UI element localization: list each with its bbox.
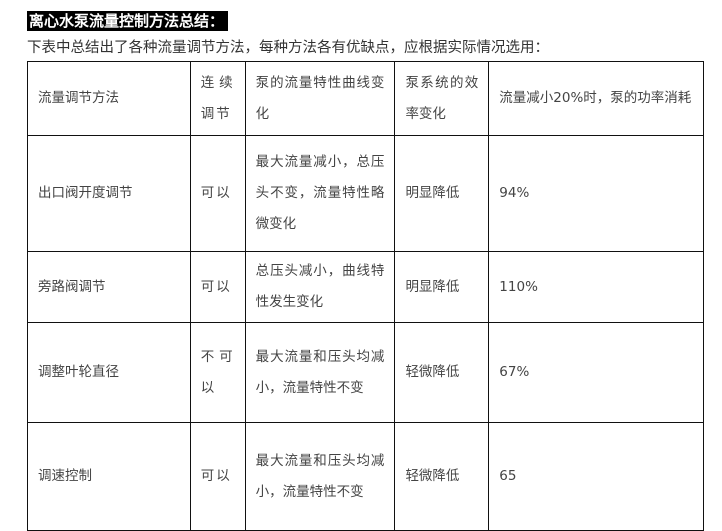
table-cell: 最大流量和压头均减小，流量特性不变 bbox=[244, 322, 396, 423]
table-cell: 轻微降低 bbox=[394, 422, 490, 531]
header-cell: 流量减小20%时，泵的功率消耗 bbox=[488, 61, 704, 136]
table-row: 旁路阀调节 可以 总压头减小，曲线特性发生变化 明显降低 110% bbox=[27, 251, 704, 323]
table-row: 调整叶轮直径 不可以 最大流量和压头均减小，流量特性不变 轻微降低 67% bbox=[27, 322, 704, 423]
table-cell: 可以 bbox=[189, 422, 246, 531]
table-cell: 总压头减小，曲线特性发生变化 bbox=[244, 251, 396, 323]
table-cell: 可以 bbox=[189, 251, 246, 323]
table-cell: 65 bbox=[488, 422, 704, 531]
table-cell: 最大流量减小，总压头不变，流量特性略微变化 bbox=[244, 135, 396, 252]
intro-text: 下表中总结出了各种流量调节方法，每种方法各有优缺点，应根据实际情况选用： bbox=[27, 40, 549, 56]
table-cell: 明显降低 bbox=[394, 135, 490, 252]
table-cell: 67% bbox=[488, 322, 704, 423]
table-row: 出口阀开度调节 可以 最大流量减小，总压头不变，流量特性略微变化 明显降低 94… bbox=[27, 135, 704, 252]
table-cell: 110% bbox=[488, 251, 704, 323]
table-cell: 出口阀开度调节 bbox=[27, 135, 191, 252]
flow-control-table: 流量调节方法 连续调节 泵的流量特性曲线变化 泵系统的效率变化 流量减小20%时… bbox=[27, 61, 704, 531]
table-cell: 不可以 bbox=[189, 322, 246, 423]
table-cell: 94% bbox=[488, 135, 704, 252]
table-cell: 轻微降低 bbox=[394, 322, 490, 423]
header-cell: 泵的流量特性曲线变化 bbox=[244, 61, 396, 136]
table-cell: 调速控制 bbox=[27, 422, 191, 531]
table-cell: 可以 bbox=[189, 135, 246, 252]
header-cell: 泵系统的效率变化 bbox=[394, 61, 490, 136]
table-row: 调速控制 可以 最大流量和压头均减小，流量特性不变 轻微降低 65 bbox=[27, 422, 704, 531]
table-cell: 最大流量和压头均减小，流量特性不变 bbox=[244, 422, 396, 531]
table-cell: 明显降低 bbox=[394, 251, 490, 323]
table-cell: 旁路阀调节 bbox=[27, 251, 191, 323]
header-cell: 流量调节方法 bbox=[27, 61, 191, 136]
section-title: 离心水泵流量控制方法总结： bbox=[27, 11, 229, 31]
table-header-row: 流量调节方法 连续调节 泵的流量特性曲线变化 泵系统的效率变化 流量减小20%时… bbox=[27, 61, 704, 136]
header-cell: 连续调节 bbox=[189, 61, 246, 136]
table-cell: 调整叶轮直径 bbox=[27, 322, 191, 423]
